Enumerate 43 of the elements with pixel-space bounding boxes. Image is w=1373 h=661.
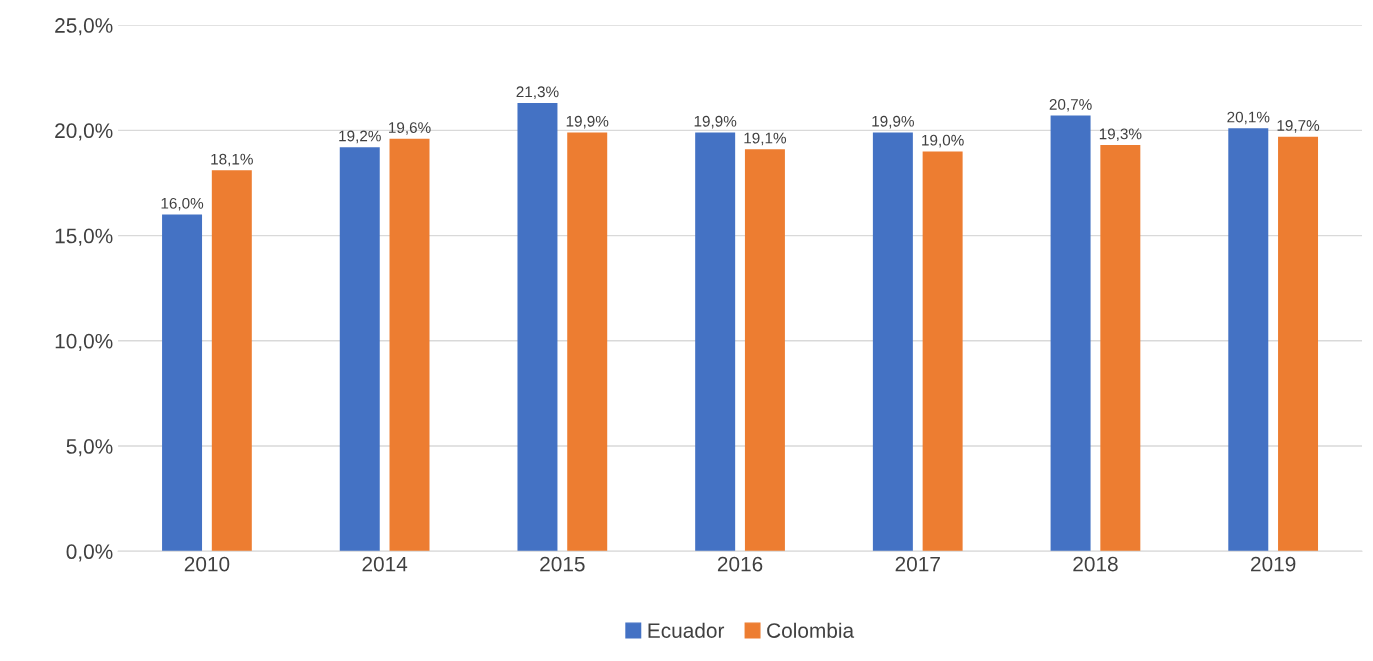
x-tick-label: 2010 — [184, 556, 230, 572]
bar — [922, 151, 963, 552]
y-tick-label: 5,0% — [66, 439, 113, 457]
x-tick-label: 2015 — [540, 556, 585, 572]
y-tick-label: 15,0% — [55, 228, 113, 246]
data-label: 19,0% — [922, 134, 964, 148]
data-label: 21,3% — [516, 86, 559, 99]
bar — [339, 147, 380, 552]
data-label: 19,6% — [389, 122, 431, 135]
bar — [744, 149, 785, 552]
x-tick-label: 2016 — [717, 556, 763, 572]
data-label: 19,9% — [694, 115, 737, 129]
bar — [1278, 136, 1319, 552]
bar — [1100, 145, 1141, 552]
bar — [872, 132, 913, 552]
data-label: 19,9% — [872, 115, 914, 129]
y-tick-label: 25,0% — [55, 18, 113, 36]
data-label: 19,2% — [339, 130, 381, 144]
bar — [517, 102, 558, 552]
data-label: 19,7% — [1277, 120, 1320, 133]
bar — [695, 132, 736, 552]
x-tick-label: 2017 — [895, 556, 940, 572]
data-label: 19,3% — [1099, 128, 1142, 142]
x-tick-label: 2018 — [1073, 556, 1118, 572]
x-tick-label: 2014 — [362, 556, 408, 572]
bar — [211, 170, 252, 552]
y-tick-label: 20,0% — [55, 123, 113, 141]
y-tick-label: 10,0% — [55, 333, 113, 352]
y-tick-label: 0,0% — [66, 544, 113, 562]
bar — [1228, 128, 1269, 552]
data-label: 20,7% — [1049, 99, 1092, 112]
bar — [1050, 115, 1091, 552]
bar — [389, 138, 430, 552]
data-label: 19,9% — [566, 115, 609, 129]
data-label: 20,1% — [1227, 111, 1270, 125]
data-label: 19,1% — [744, 132, 787, 146]
data-label: 16,0% — [161, 197, 204, 211]
legend-label: Colombia — [767, 622, 855, 638]
x-tick-label: 2019 — [1251, 556, 1296, 572]
bar — [162, 214, 203, 552]
bar — [567, 132, 608, 552]
data-label: 18,1% — [211, 153, 253, 167]
legend-label: Ecuador — [648, 622, 725, 638]
